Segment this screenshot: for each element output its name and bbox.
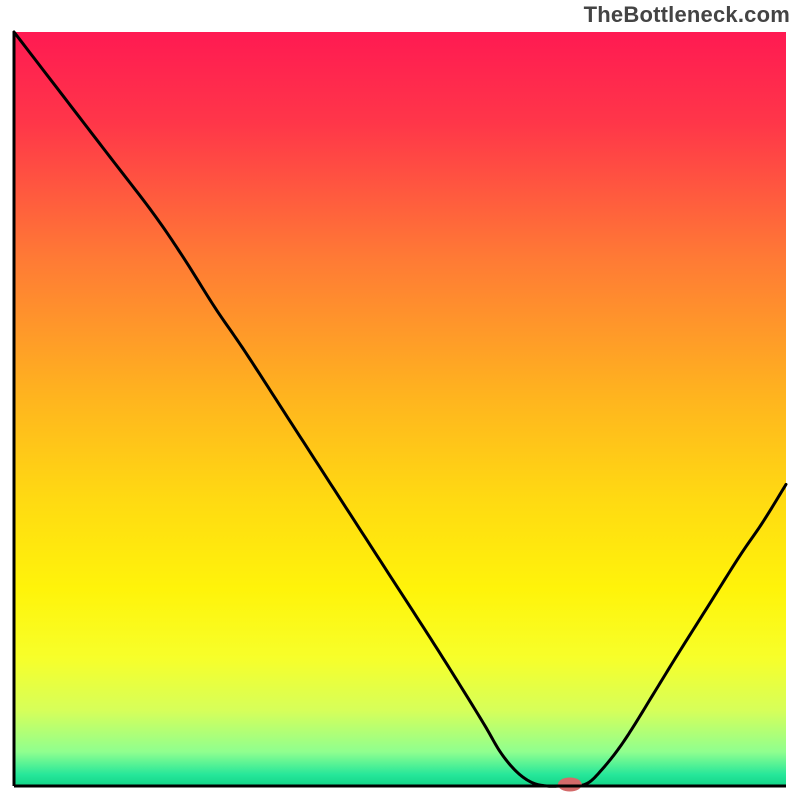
plot-area [14, 32, 786, 791]
plot-background [14, 32, 786, 786]
sweet-spot-marker [558, 777, 582, 791]
bottleneck-chart [0, 0, 800, 800]
